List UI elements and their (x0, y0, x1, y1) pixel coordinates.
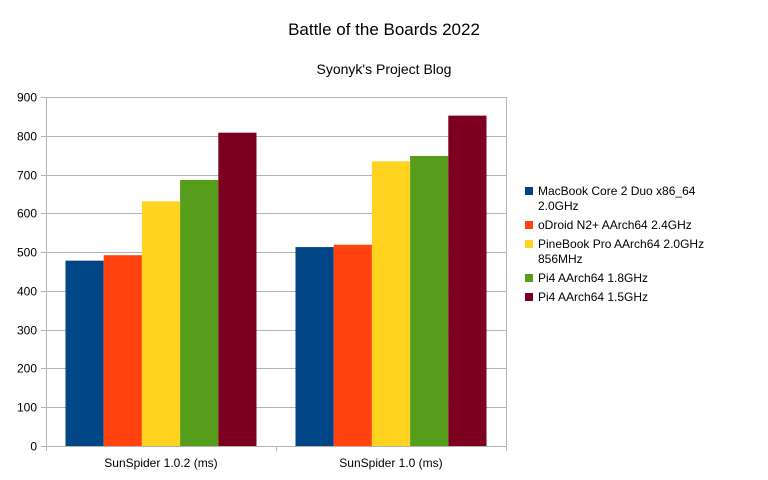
bar (410, 155, 449, 447)
y-tick-label: 700 (17, 169, 37, 183)
bar (295, 247, 334, 446)
legend-label: MacBook Core 2 Duo x86_64 2.0GHz (538, 184, 696, 213)
chart-subtitle: Syonyk's Project Blog (317, 61, 452, 77)
legend-swatch (525, 240, 533, 248)
bar (103, 255, 142, 446)
bar (141, 201, 181, 446)
x-category-label: SunSpider 1.0 (ms) (339, 456, 442, 470)
y-tick-label: 0 (30, 440, 37, 454)
y-tick-label: 400 (17, 285, 37, 299)
y-tick-label: 100 (17, 401, 37, 415)
legend: MacBook Core 2 Duo x86_64 2.0GHz oDroid N2… (525, 184, 704, 304)
bar (218, 132, 257, 447)
y-tick-label: 300 (17, 324, 37, 338)
y-tick-label: 800 (17, 130, 37, 144)
legend-label: PineBook Pro AArch64 2.0GHz 856MHz (538, 237, 704, 266)
legend-label: Pi4 AArch64 1.5GHz (538, 290, 648, 304)
y-tick-label: 900 (17, 91, 37, 105)
axes: 0 100 200 300 400 500 600 700 800 900 SunSpider 1.… (17, 91, 507, 470)
bar (333, 244, 372, 446)
y-tick-label: 200 (17, 362, 37, 376)
chart-title: Battle of the Boards 2022 (288, 20, 480, 39)
legend-swatch (525, 274, 533, 282)
bar (180, 179, 219, 447)
legend-swatch (525, 187, 533, 195)
legend-label: Pi4 AArch64 1.8GHz (538, 271, 648, 285)
legend-swatch (525, 221, 533, 229)
legend-swatch (525, 293, 533, 301)
bars (65, 115, 487, 447)
legend-label: oDroid N2+ AArch64 2.4GHz (538, 218, 692, 232)
bar (448, 115, 487, 446)
x-category-label: SunSpider 1.0.2 (ms) (104, 456, 217, 470)
bar (371, 161, 411, 447)
y-tick-label: 500 (17, 246, 37, 260)
bar (65, 260, 104, 446)
y-tick-label: 600 (17, 207, 37, 221)
